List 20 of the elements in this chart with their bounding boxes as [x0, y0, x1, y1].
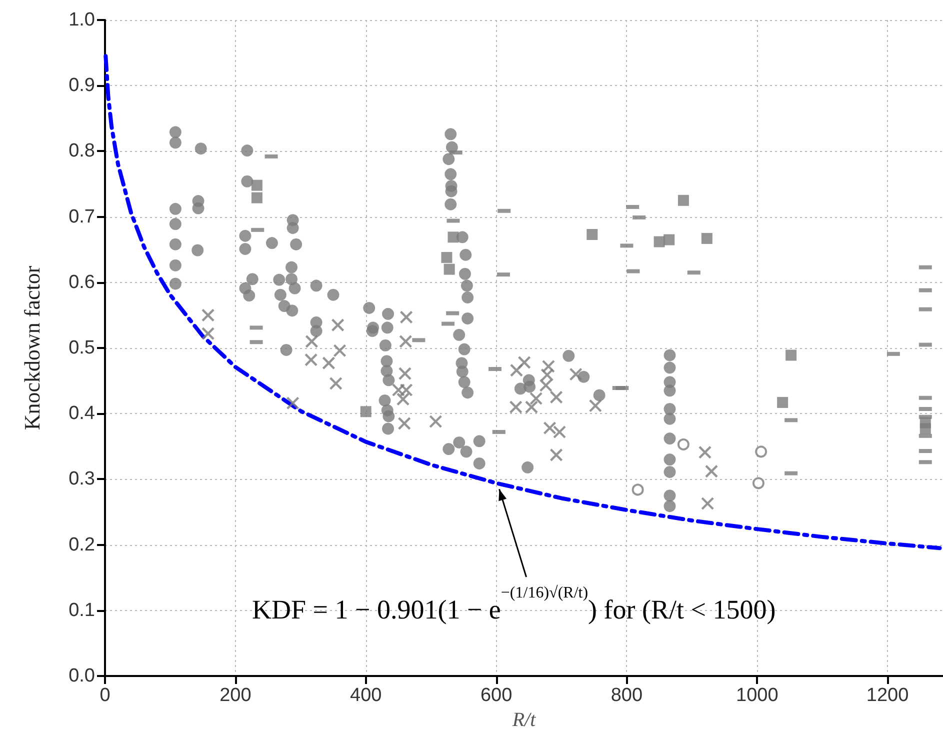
y-tick-label: 0.3 — [68, 468, 95, 490]
x-axis-title: R/t — [511, 708, 536, 731]
y-tick-label: 0.6 — [68, 272, 95, 293]
x-tick-label: 400 — [350, 685, 382, 706]
y-tick-label: 0.1 — [68, 600, 95, 621]
y-tick-label: 0.7 — [68, 206, 95, 228]
y-tick-label: 0.2 — [68, 534, 95, 556]
x-tick-label: 800 — [610, 685, 643, 706]
x-tick-label: 200 — [220, 685, 252, 706]
y-axis-title: Knockdown factor — [20, 265, 44, 430]
x-tick-label: 1200 — [866, 685, 909, 706]
y-tick-label: 0.4 — [68, 403, 96, 424]
y-tick-label: 1.0 — [68, 10, 95, 30]
x-tick-label: 1000 — [736, 685, 778, 706]
y-tick-label: 0.8 — [68, 140, 95, 162]
y-tick-label: 0.0 — [68, 666, 95, 686]
y-tick-label: 0.9 — [68, 75, 95, 96]
y-tick-label: 0.5 — [68, 338, 95, 358]
x-tick-label: 0 — [100, 685, 110, 706]
x-tick-label: 600 — [480, 685, 512, 706]
